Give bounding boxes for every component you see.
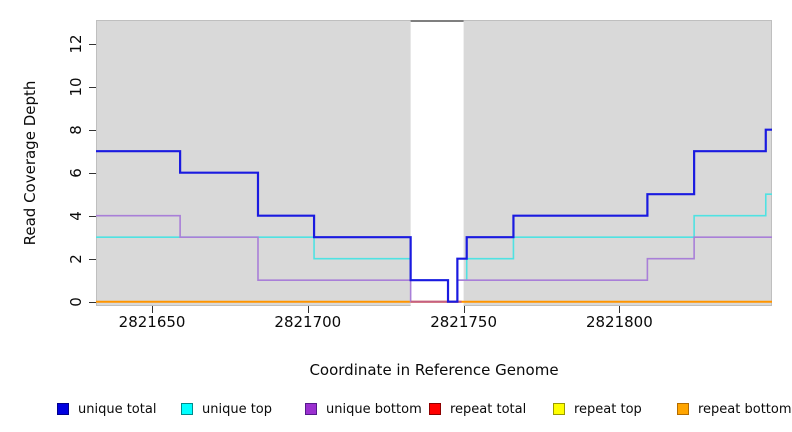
y-tick-mark bbox=[89, 301, 96, 303]
y-tick-mark bbox=[89, 172, 96, 174]
y-tick-label: 12 bbox=[67, 34, 85, 54]
y-tick-label: 2 bbox=[67, 253, 85, 264]
y-tick-label: 4 bbox=[67, 210, 85, 221]
legend-item: unique bottom bbox=[305, 401, 422, 417]
y-tick-mark bbox=[89, 86, 96, 88]
x-tick-mark bbox=[619, 306, 621, 313]
legend-label: unique bottom bbox=[326, 401, 422, 417]
plot-area bbox=[96, 20, 772, 306]
y-tick-label: 6 bbox=[67, 167, 85, 178]
x-tick-mark bbox=[463, 306, 465, 313]
x-tick-mark bbox=[152, 306, 154, 313]
legend-swatch-repeat-total bbox=[429, 403, 441, 415]
x-tick-label: 2821700 bbox=[274, 313, 342, 331]
x-tick-label: 2821650 bbox=[118, 313, 186, 331]
y-axis-title: Read Coverage Depth bbox=[21, 80, 39, 246]
legend-label: repeat bottom bbox=[698, 401, 792, 417]
legend-label: repeat top bbox=[574, 401, 642, 417]
legend-item: repeat total bbox=[429, 401, 526, 417]
x-tick-mark bbox=[307, 306, 309, 313]
legend-item: unique total bbox=[57, 401, 156, 417]
legend-swatch-unique-top bbox=[181, 403, 193, 415]
series-line-unique-total bbox=[96, 128, 772, 303]
legend-swatch-unique-bottom bbox=[305, 403, 317, 415]
repeat-region-band bbox=[410, 21, 464, 306]
legend-item: unique top bbox=[181, 401, 272, 417]
legend-swatch-repeat-bottom bbox=[677, 403, 689, 415]
y-tick-mark bbox=[89, 43, 96, 45]
y-tick-label: 8 bbox=[67, 124, 85, 135]
y-tick-mark bbox=[89, 215, 96, 217]
legend-swatch-unique-total bbox=[57, 403, 69, 415]
y-tick-label: 10 bbox=[67, 77, 85, 97]
legend-item: repeat bottom bbox=[677, 401, 792, 417]
y-tick-mark bbox=[89, 258, 96, 260]
x-axis-title: Coordinate in Reference Genome bbox=[309, 361, 559, 379]
legend-label: unique top bbox=[202, 401, 273, 417]
x-tick-label: 2821750 bbox=[430, 313, 497, 331]
legend-swatch-repeat-top bbox=[553, 403, 565, 415]
x-tick-label: 2821800 bbox=[585, 313, 653, 331]
y-tick-mark bbox=[89, 129, 96, 131]
legend-label: unique total bbox=[78, 401, 157, 417]
coverage-step-chart bbox=[96, 20, 772, 306]
legend-label: repeat total bbox=[450, 401, 527, 417]
y-tick-label: 0 bbox=[67, 296, 85, 307]
legend-item: repeat top bbox=[553, 401, 642, 417]
